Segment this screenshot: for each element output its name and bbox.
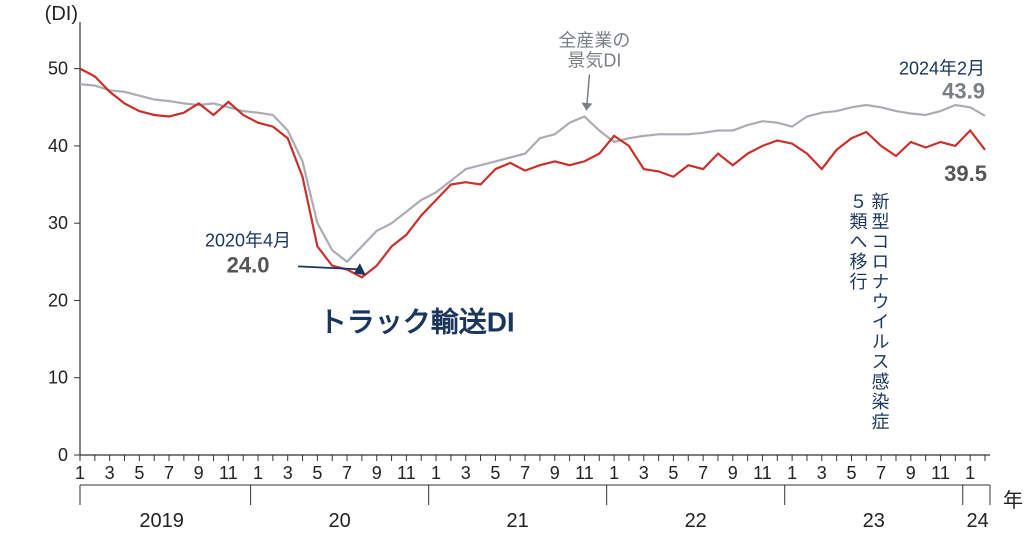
x-year-label: 20 [329, 510, 351, 532]
x-month-label: 11 [753, 463, 772, 483]
di-line-chart: 01020304050(DI)1357911135791113579111357… [0, 0, 1024, 541]
arrow-2020-04 [298, 266, 358, 269]
x-month-label: 7 [520, 463, 530, 483]
x-month-label: 9 [194, 463, 204, 483]
x-month-label: 11 [219, 463, 238, 483]
label-2024-truck-value: 39.5 [944, 161, 987, 186]
covid-note: 新型コロナウイルス感染症５類へ移行 [847, 192, 889, 432]
x-month-label: 11 [931, 463, 950, 483]
x-month-label: 1 [965, 463, 975, 483]
x-month-label: 7 [342, 463, 352, 483]
x-month-label: 7 [876, 463, 886, 483]
x-year-label: 2019 [139, 510, 184, 532]
label-2024-all-value: 43.9 [942, 79, 985, 104]
x-month-label: 11 [397, 463, 416, 483]
x-month-label: 5 [134, 463, 144, 483]
arrowhead-all-industries [581, 103, 592, 111]
x-month-label: 3 [105, 463, 115, 483]
x-month-label: 1 [253, 463, 263, 483]
y-tick-label: 50 [48, 59, 68, 79]
x-month-label: 5 [668, 463, 678, 483]
x-month-label: 3 [461, 463, 471, 483]
y-axis-title: (DI) [45, 3, 78, 25]
x-month-label: 1 [431, 463, 441, 483]
x-month-label: 11 [575, 463, 594, 483]
x-month-label: 3 [283, 463, 293, 483]
x-month-label: 9 [550, 463, 560, 483]
x-month-label: 1 [787, 463, 797, 483]
y-tick-label: 40 [48, 136, 68, 156]
chart-svg: 01020304050(DI)1357911135791113579111357… [0, 0, 1024, 541]
x-month-label: 5 [312, 463, 322, 483]
svg-text:５類へ移行: ５類へ移行 [847, 192, 867, 292]
x-month-label: 7 [698, 463, 708, 483]
x-month-label: 3 [639, 463, 649, 483]
x-year-label: 22 [685, 510, 707, 532]
y-tick-label: 10 [48, 368, 68, 388]
x-year-label: 24 [966, 510, 988, 532]
label-truck-di: トラック輸送DI [319, 305, 515, 337]
x-year-label: 23 [863, 510, 885, 532]
y-tick-label: 20 [48, 290, 68, 310]
label-2024-title: 2024年2月 [899, 59, 985, 79]
x-month-label: 1 [75, 463, 85, 483]
x-month-label: 9 [728, 463, 738, 483]
x-month-label: 5 [846, 463, 856, 483]
y-tick-label: 30 [48, 213, 68, 233]
x-month-label: 3 [817, 463, 827, 483]
x-year-label: 21 [507, 510, 529, 532]
x-axis-year-unit: 年 [1003, 489, 1023, 512]
x-month-label: 9 [372, 463, 382, 483]
label-all-industries-l2: 景気DI [567, 51, 621, 71]
label-2020-04-title: 2020年4月 [205, 230, 291, 250]
x-month-label: 1 [609, 463, 619, 483]
x-month-label: 5 [490, 463, 500, 483]
label-all-industries-l1: 全産業の [558, 31, 630, 51]
x-month-label: 7 [164, 463, 174, 483]
label-2020-04-value: 24.0 [227, 252, 270, 277]
svg-text:新型コロナウイルス感染症: 新型コロナウイルス感染症 [869, 192, 889, 432]
x-month-label: 9 [906, 463, 916, 483]
y-tick-label: 0 [58, 445, 68, 465]
